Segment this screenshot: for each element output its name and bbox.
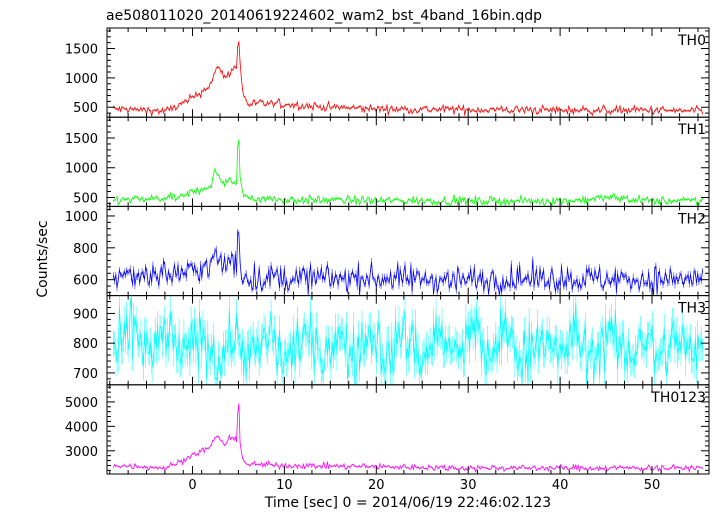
- error-bars-th0123: [113, 403, 703, 473]
- x-tick-label: 30: [460, 478, 477, 493]
- y-tick-label: 1500: [65, 43, 98, 58]
- series-line-th0123: [113, 403, 703, 474]
- error-bars-th1: [113, 139, 703, 207]
- y-tick-label: 900: [73, 307, 98, 322]
- x-tick-label: 10: [276, 478, 293, 493]
- panel-label-th0: TH0: [677, 33, 706, 49]
- y-tick-label: 3000: [65, 445, 98, 460]
- y-tick-label: 4000: [65, 420, 98, 435]
- series-line-th0: [113, 41, 703, 116]
- y-tick-label: 800: [73, 337, 98, 352]
- x-tick-label: 0: [188, 478, 196, 493]
- panel-frame-th0: [106, 27, 710, 118]
- x-axis-label: Time [sec] 0 = 2014/06/19 22:46:02.123: [264, 495, 551, 511]
- y-tick-label: 1000: [65, 162, 98, 177]
- series-line-th2: [113, 230, 703, 296]
- y-tick-label: 1500: [65, 132, 98, 147]
- panel-frame-th0123: [106, 384, 710, 475]
- y-tick-label: 500: [73, 191, 98, 206]
- panel-frame-th1: [106, 116, 710, 207]
- x-tick-label: 20: [368, 478, 385, 493]
- series-line-th3: [113, 297, 703, 385]
- panel-label-th0123: TH0123: [650, 390, 706, 406]
- x-tick-label: 50: [644, 478, 661, 493]
- panel-label-th3: TH3: [677, 301, 706, 317]
- series-line-th1: [113, 139, 703, 208]
- y-tick-label: 1000: [65, 210, 98, 225]
- y-tick-label: 5000: [65, 396, 98, 411]
- error-bars-th0: [113, 40, 703, 118]
- y-tick-label: 500: [73, 101, 98, 116]
- error-bars-th2: [113, 229, 703, 296]
- y-tick-label: 800: [73, 242, 98, 257]
- y-tick-label: 700: [73, 367, 98, 382]
- x-tick-label: 40: [552, 478, 569, 493]
- y-axis-label: Counts/sec: [35, 220, 51, 297]
- y-tick-label: 1000: [65, 72, 98, 87]
- y-tick-label: 600: [73, 274, 98, 289]
- chart-title: ae508011020_20140619224602_wam2_bst_4ban…: [106, 8, 542, 24]
- panel-label-th1: TH1: [677, 122, 706, 138]
- panel-label-th2: TH2: [677, 211, 706, 227]
